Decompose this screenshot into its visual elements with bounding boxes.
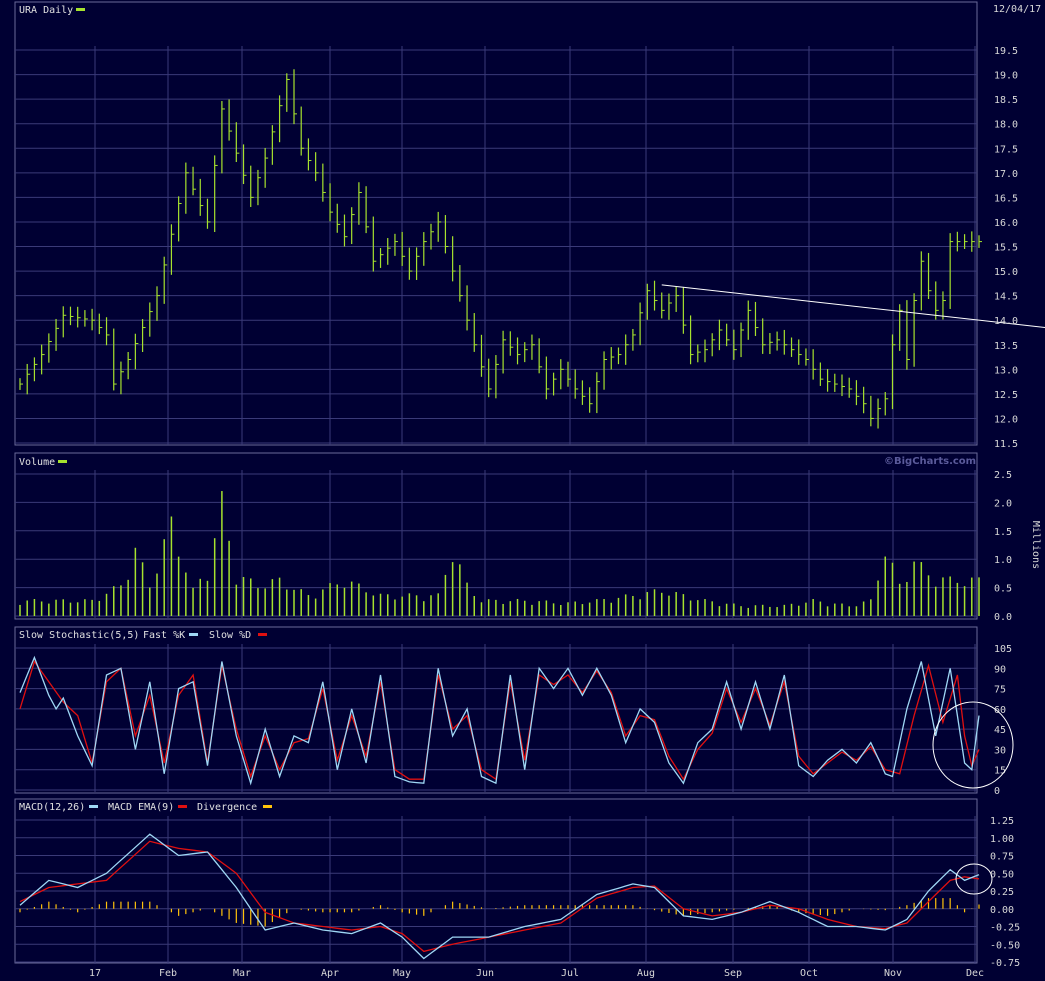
fast-k-line	[19, 655, 980, 786]
y-tick-label: 1.0	[994, 555, 1012, 566]
y-tick-label: 15.0	[994, 267, 1018, 278]
y-tick-label: 12.0	[994, 414, 1018, 425]
x-tick-label: Sep	[724, 968, 742, 979]
y-tick-label: 18.0	[994, 120, 1018, 131]
fast-k-label: Fast %K	[143, 630, 185, 641]
y-tick-label: 1.00	[990, 834, 1014, 845]
price-yaxis: 19.5 19.0 18.5 18.0 17.5 17.0 16.5 16.0 15.5 15.0…	[994, 46, 1018, 450]
stochastic-panel: 105 90 75 60 45 30 15 0 Slow Stochastic(5,5) Fa…	[14, 626, 1014, 797]
slow-d-swatch	[258, 633, 267, 636]
x-tick-label: Feb	[159, 968, 177, 979]
y-tick-label: 90	[994, 664, 1006, 675]
y-tick-label: 60	[994, 705, 1006, 716]
slow-d-label: Slow %D	[209, 630, 251, 641]
x-tick-label: Jul	[561, 968, 579, 979]
y-tick-label: 1.5	[994, 527, 1012, 538]
macd-line	[19, 833, 980, 960]
y-tick-label: 13.5	[994, 341, 1018, 352]
x-tick-label: Apr	[321, 968, 339, 979]
price-legend-swatch	[76, 8, 85, 11]
x-tick-label: May	[393, 968, 411, 979]
volume-panel: 2.5 2.0 1.5 1.0 0.5 0.0 Volume ©BigCharts.com…	[14, 452, 1041, 623]
price-grid	[15, 46, 977, 445]
y-tick-label: 19.5	[994, 46, 1018, 57]
stochastic-title: Slow Stochastic(5,5)	[19, 630, 139, 641]
y-tick-label: 0.00	[990, 905, 1014, 916]
y-tick-label: 0	[994, 786, 1000, 797]
volume-panel-frame	[14, 452, 978, 620]
y-tick-label: 105	[994, 644, 1012, 655]
macd-grid	[15, 816, 977, 964]
macd-ema-label: MACD EMA(9)	[108, 802, 174, 813]
volume-bars	[19, 491, 980, 616]
watermark: ©BigCharts.com	[884, 456, 976, 467]
x-tick-label: Aug	[637, 968, 655, 979]
stochastic-grid	[15, 644, 977, 792]
y-tick-label: 1.25	[990, 816, 1014, 827]
volume-grid	[15, 470, 977, 618]
y-tick-label: 75	[994, 685, 1006, 696]
y-tick-label: 13.0	[994, 365, 1018, 376]
x-tick-label: Oct	[800, 968, 818, 979]
y-tick-label: 19.0	[994, 71, 1018, 82]
y-tick-label: 2.0	[994, 498, 1012, 509]
price-title: URA Daily	[19, 5, 73, 16]
price-panel: 19.5 19.0 18.5 18.0 17.5 17.0 16.5 16.0 15.5 15.0…	[14, 1, 1045, 450]
macd-title: MACD(12,26)	[19, 802, 85, 813]
macd-panel-frame	[14, 798, 978, 964]
y-tick-label: -0.25	[990, 923, 1020, 934]
macd-panel: 1.251.000.750.500.250.00-0.25-0.50-0.75 …	[14, 798, 1020, 969]
stochastic-panel-frame	[14, 626, 978, 794]
y-tick-label: 12.5	[994, 390, 1018, 401]
volume-legend-swatch	[58, 460, 67, 463]
y-tick-label: 0.50	[990, 869, 1014, 880]
y-tick-label: 16.0	[994, 218, 1018, 229]
stochastic-yaxis: 105 90 75 60 45 30 15 0	[994, 644, 1012, 797]
macd-highlight-circle	[955, 863, 993, 895]
x-tick-label: Mar	[233, 968, 251, 979]
y-tick-label: 16.5	[994, 193, 1018, 204]
y-tick-label: 45	[994, 725, 1006, 736]
price-bars	[19, 69, 982, 429]
x-tick-label: Nov	[884, 968, 902, 979]
y-tick-label: 14.0	[994, 316, 1018, 327]
month-axis: 17 Feb Mar Apr May Jun Jul Aug Sep Oct Nov Dec	[89, 968, 984, 979]
x-tick-label: Jun	[476, 968, 494, 979]
macd-yaxis: 1.25 1.00 0.75 0.50 0.25 0.00 -0.25 -0.50 -0.75	[990, 816, 1020, 969]
stochastic-highlight-circle	[932, 701, 1014, 789]
y-tick-label: 15.5	[994, 243, 1018, 254]
y-tick-label: 14.5	[994, 292, 1018, 303]
resistance-trendline	[661, 284, 1045, 328]
y-tick-label: 0.25	[990, 887, 1014, 898]
x-tick-label: Dec	[966, 968, 984, 979]
y-tick-label: 15	[994, 766, 1006, 777]
y-tick-label: 2.5	[994, 470, 1012, 481]
volume-yaxis: 2.5 2.0 1.5 1.0 0.5 0.0	[994, 470, 1012, 623]
chart-date: 12/04/17	[993, 4, 1041, 15]
divergence-swatch	[263, 805, 272, 808]
y-tick-label: 18.5	[994, 95, 1018, 106]
y-tick-label: 0.75	[990, 852, 1014, 863]
macd-ema-line	[19, 840, 980, 953]
y-tick-label: 0.5	[994, 584, 1012, 595]
volume-unit-label: Millions	[1030, 521, 1041, 569]
y-tick-label: 30	[994, 745, 1006, 756]
x-tick-label: 17	[89, 968, 101, 979]
y-tick-label: 0.0	[994, 612, 1012, 623]
volume-title: Volume	[19, 457, 55, 468]
macd-swatch	[89, 805, 98, 808]
fast-k-swatch	[189, 633, 198, 636]
divergence-label: Divergence	[197, 802, 257, 813]
y-tick-label: 17.5	[994, 144, 1018, 155]
y-tick-label: 17.0	[994, 169, 1018, 180]
y-tick-label: -0.75	[990, 958, 1020, 969]
y-tick-label: -0.50	[990, 940, 1020, 951]
y-tick-label: 11.5	[994, 439, 1018, 450]
macd-ema-swatch	[178, 805, 187, 808]
